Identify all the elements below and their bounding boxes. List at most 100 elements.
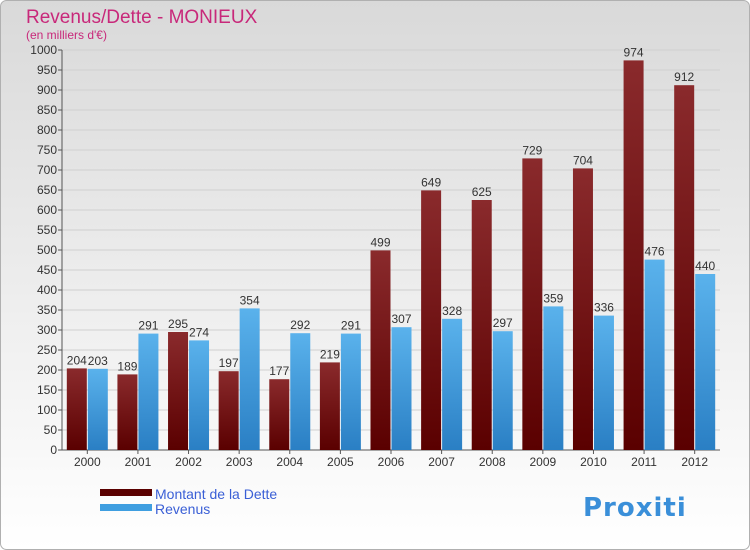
- x-axis-ticks: 2000 2001 2002 2003 2004 2005 2006 2007 2008 2009…: [74, 450, 708, 469]
- data-label: 336: [594, 301, 614, 315]
- y-tick-label: 1000: [30, 43, 57, 57]
- y-tick-label: 50: [44, 423, 58, 437]
- bar-revenus-2001: [138, 333, 159, 450]
- y-tick-label: 350: [37, 303, 57, 317]
- y-tick-label: 150: [37, 383, 57, 397]
- data-label: 274: [189, 325, 209, 339]
- y-tick-label: 700: [37, 163, 57, 177]
- y-tick-label: 0: [50, 443, 57, 457]
- x-tick-label: 2001: [125, 455, 152, 469]
- x-tick-label: 2007: [428, 455, 455, 469]
- y-tick-label: 600: [37, 203, 57, 217]
- data-label: 292: [290, 318, 310, 332]
- grid-lines: [62, 49, 720, 451]
- data-label: 625: [472, 185, 492, 199]
- bars: [66, 60, 716, 451]
- bar-dette-2009: [522, 158, 543, 450]
- y-tick-label: 850: [37, 103, 57, 117]
- data-label: 912: [674, 70, 694, 84]
- data-label: 440: [695, 259, 715, 273]
- data-label: 476: [645, 245, 665, 259]
- y-tick-label: 200: [37, 363, 57, 377]
- bar-revenus-2000: [87, 368, 108, 450]
- data-label: 204: [67, 353, 87, 367]
- y-tick-label: 500: [37, 243, 57, 257]
- bar-dette-2006: [370, 250, 391, 450]
- bar-dette-2011: [623, 60, 644, 451]
- data-label: 729: [522, 143, 542, 157]
- data-label: 295: [168, 317, 188, 331]
- data-label: 291: [341, 319, 361, 333]
- bar-revenus-2003: [239, 308, 260, 450]
- bar-revenus-2005: [340, 333, 361, 450]
- bar-revenus-2010: [593, 315, 614, 450]
- x-tick-label: 2006: [378, 455, 405, 469]
- legend-label-revenus: Revenus: [155, 501, 210, 517]
- proxiti-logo: Proxiti: [583, 493, 687, 523]
- bar-revenus-2008: [492, 331, 513, 450]
- bar-dette-2007: [421, 190, 442, 450]
- x-tick-label: 2003: [226, 455, 253, 469]
- data-label: 189: [117, 359, 137, 373]
- chart-title: Revenus/Dette - MONIEUX: [26, 7, 258, 28]
- x-tick-label: 2005: [327, 455, 354, 469]
- y-tick-label: 750: [37, 143, 57, 157]
- bar-revenus-2002: [189, 340, 210, 450]
- y-tick-label: 550: [37, 223, 57, 237]
- bar-revenus-2007: [442, 318, 463, 450]
- chart-subtitle: (en milliers d'€): [26, 28, 107, 42]
- data-label: 197: [219, 356, 239, 370]
- data-label: 354: [240, 293, 260, 307]
- bar-revenus-2012: [695, 274, 716, 450]
- y-axis-ticks: 0 50 100 150 200 250 300 350 400 450 500 550 600 650 7…: [30, 43, 720, 457]
- x-tick-label: 2012: [681, 455, 708, 469]
- bar-dette-2012: [674, 85, 695, 450]
- bar-revenus-2004: [290, 333, 311, 450]
- bar-dette-2001: [117, 374, 138, 450]
- x-tick-label: 2009: [529, 455, 556, 469]
- data-label: 203: [88, 354, 108, 368]
- y-tick-label: 250: [37, 343, 57, 357]
- bar-dette-2002: [168, 332, 189, 450]
- bar-dette-2003: [218, 371, 239, 450]
- y-tick-label: 650: [37, 183, 57, 197]
- bar-dette-2000: [66, 368, 87, 450]
- x-tick-label: 2010: [580, 455, 607, 469]
- bar-revenus-2006: [391, 327, 412, 450]
- data-label: 359: [543, 291, 563, 305]
- x-tick-label: 2004: [276, 455, 303, 469]
- data-label: 219: [320, 347, 340, 361]
- legend-swatch-revenus: [100, 504, 152, 511]
- y-tick-label: 100: [37, 403, 57, 417]
- y-tick-label: 800: [37, 123, 57, 137]
- data-label: 297: [493, 316, 513, 330]
- bar-dette-2005: [319, 362, 340, 450]
- x-tick-label: 2000: [74, 455, 101, 469]
- y-tick-label: 950: [37, 63, 57, 77]
- y-tick-label: 400: [37, 283, 57, 297]
- bar-revenus-2011: [644, 259, 665, 450]
- legend: Montant de la Dette Revenus: [100, 486, 277, 517]
- bar-dette-2004: [269, 379, 290, 450]
- bar-revenus-2009: [543, 306, 564, 450]
- data-label: 291: [138, 319, 158, 333]
- y-tick-label: 300: [37, 323, 57, 337]
- data-label: 307: [391, 312, 411, 326]
- data-label: 704: [573, 153, 593, 167]
- x-tick-label: 2008: [479, 455, 506, 469]
- x-tick-label: 2002: [175, 455, 202, 469]
- y-tick-label: 900: [37, 83, 57, 97]
- data-label: 974: [624, 45, 644, 59]
- x-tick-label: 2011: [631, 455, 657, 469]
- data-label: 649: [421, 175, 441, 189]
- data-label: 177: [269, 364, 289, 378]
- bar-dette-2010: [572, 168, 593, 450]
- legend-swatch-dette: [100, 489, 152, 496]
- legend-label-dette: Montant de la Dette: [155, 486, 277, 502]
- data-label: 328: [442, 304, 462, 318]
- bar-dette-2008: [471, 200, 492, 450]
- y-tick-label: 450: [37, 263, 57, 277]
